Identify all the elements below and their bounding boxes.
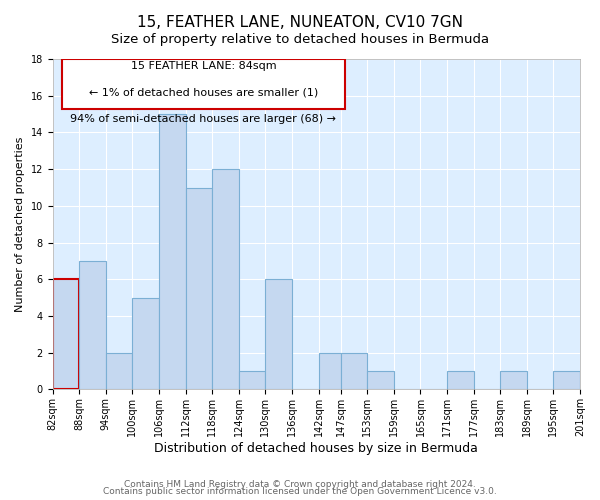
Bar <box>106 352 133 390</box>
Bar <box>265 280 292 390</box>
Bar <box>159 114 185 390</box>
Text: ← 1% of detached houses are smaller (1): ← 1% of detached houses are smaller (1) <box>89 87 318 97</box>
Bar <box>212 169 239 390</box>
Text: 15, FEATHER LANE, NUNEATON, CV10 7GN: 15, FEATHER LANE, NUNEATON, CV10 7GN <box>137 15 463 30</box>
Bar <box>79 261 106 390</box>
Bar <box>185 188 212 390</box>
Bar <box>500 371 527 390</box>
Bar <box>367 371 394 390</box>
Text: Size of property relative to detached houses in Bermuda: Size of property relative to detached ho… <box>111 32 489 46</box>
Text: Contains public sector information licensed under the Open Government Licence v3: Contains public sector information licen… <box>103 487 497 496</box>
Bar <box>239 371 265 390</box>
Text: 94% of semi-detached houses are larger (68) →: 94% of semi-detached houses are larger (… <box>70 114 337 124</box>
Y-axis label: Number of detached properties: Number of detached properties <box>15 136 25 312</box>
Bar <box>319 352 341 390</box>
Bar <box>53 280 79 390</box>
Bar <box>580 371 600 390</box>
Bar <box>553 371 580 390</box>
Text: 15 FEATHER LANE: 84sqm: 15 FEATHER LANE: 84sqm <box>131 60 276 70</box>
Text: Contains HM Land Registry data © Crown copyright and database right 2024.: Contains HM Land Registry data © Crown c… <box>124 480 476 489</box>
X-axis label: Distribution of detached houses by size in Bermuda: Distribution of detached houses by size … <box>154 442 478 455</box>
Bar <box>447 371 473 390</box>
Bar <box>341 352 367 390</box>
FancyBboxPatch shape <box>62 59 345 108</box>
Bar <box>133 298 159 390</box>
